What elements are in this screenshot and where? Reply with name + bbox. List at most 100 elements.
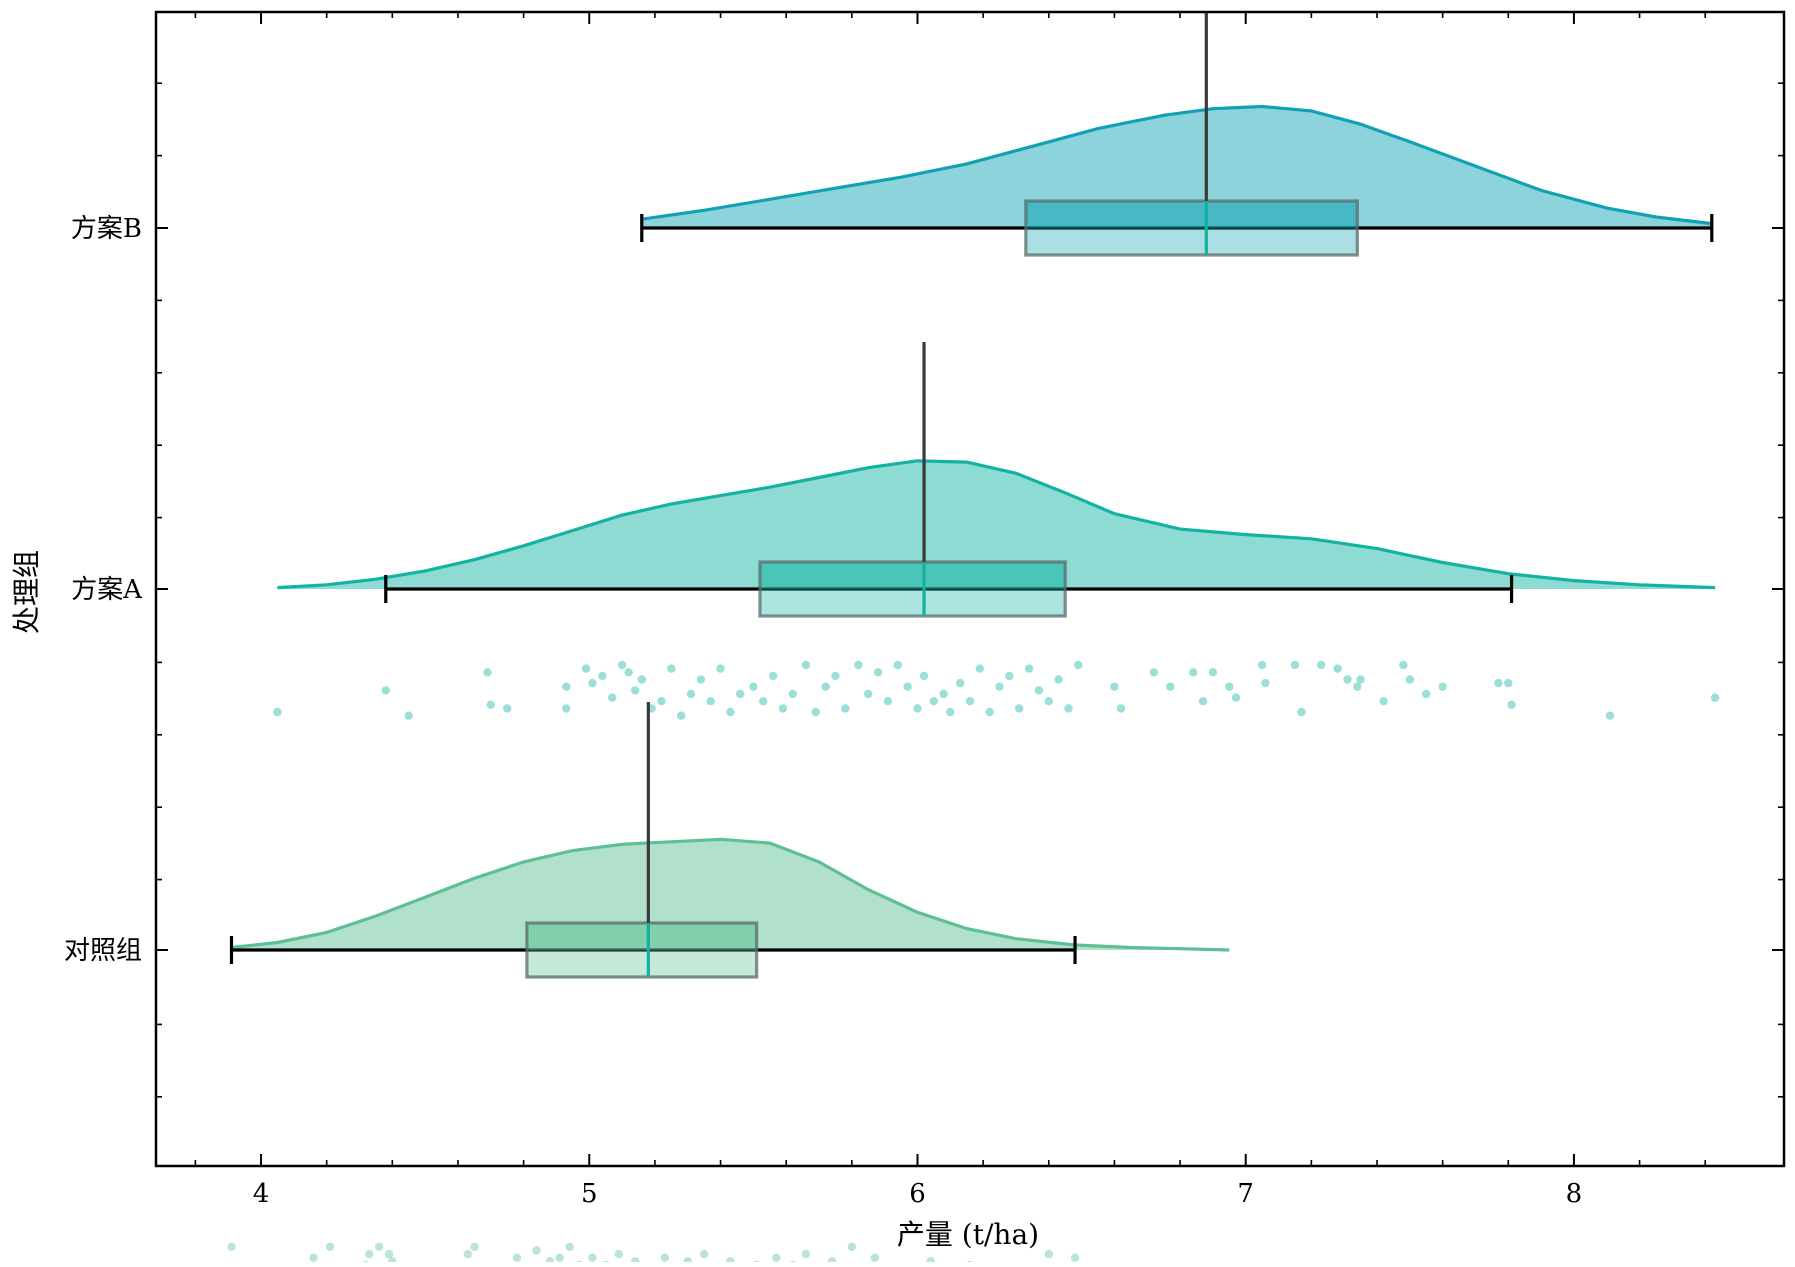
data-point-plan-a — [929, 697, 939, 706]
data-point-plan-a — [1405, 675, 1415, 684]
box-lower-control — [526, 950, 757, 977]
data-point-control — [1044, 1249, 1054, 1259]
density-outline-plan-a — [277, 459, 1716, 590]
data-point-plan-a — [1166, 682, 1175, 691]
density-area-plan-a — [277, 460, 1716, 589]
data-point-plan-a — [1343, 675, 1352, 684]
data-point-plan-a — [1399, 660, 1408, 670]
density-area-control — [231, 839, 1230, 950]
data-point-plan-a — [1317, 660, 1326, 670]
data-point-control — [726, 1257, 735, 1266]
axes-layer: 4 5 6 7 8 对照组 方案A 方案B — [64, 10, 1786, 1209]
data-point-control — [827, 1257, 837, 1266]
data-point-plan-a — [624, 668, 633, 677]
data-point-plan-a — [608, 693, 617, 702]
data-point-plan-a — [598, 671, 607, 681]
data-point-plan-a — [1208, 668, 1218, 677]
box-outline-plan-b — [1024, 199, 1359, 257]
data-point-plan-a — [1297, 707, 1306, 717]
data-point-plan-a — [946, 707, 955, 717]
x-tick-label: 8 — [1566, 1179, 1583, 1209]
data-point-plan-a — [588, 678, 597, 688]
data-point-control — [309, 1253, 318, 1262]
data-point-plan-a — [404, 711, 413, 720]
data-point-plan-a — [1044, 697, 1054, 706]
data-point-plan-a — [696, 675, 706, 684]
data-point-plan-a — [1710, 693, 1720, 702]
data-point-control — [926, 1257, 935, 1266]
data-point-plan-a — [788, 689, 797, 699]
data-point-plan-a — [726, 707, 735, 717]
box-layer — [229, 12, 1714, 979]
data-point-control — [532, 1246, 541, 1255]
data-point-plan-a — [1353, 682, 1362, 691]
data-point-plan-a — [956, 678, 965, 688]
data-point-plan-a — [1024, 664, 1034, 673]
data-point-plan-a — [939, 689, 948, 699]
data-point-plan-a — [778, 704, 788, 713]
data-point-plan-a — [995, 682, 1004, 691]
data-point-plan-a — [985, 707, 994, 717]
data-point-plan-a — [821, 682, 830, 691]
data-point-plan-a — [381, 686, 390, 695]
data-point-control — [470, 1242, 479, 1252]
data-point-control — [227, 1242, 236, 1252]
density-layer — [231, 104, 1716, 952]
data-point-plan-a — [873, 668, 883, 677]
data-point-plan-a — [811, 707, 820, 717]
data-point-plan-a — [1034, 686, 1044, 695]
data-point-plan-a — [1054, 675, 1063, 684]
data-point-plan-a — [1225, 682, 1234, 691]
data-point-plan-a — [1064, 704, 1073, 713]
data-point-plan-a — [503, 704, 512, 713]
data-point-plan-a — [1290, 660, 1300, 670]
data-point-control — [325, 1242, 335, 1252]
data-point-control — [699, 1249, 709, 1259]
density-area-plan-b — [641, 106, 1712, 228]
x-tick-label: 6 — [909, 1179, 926, 1209]
data-point-plan-a — [486, 700, 495, 709]
box-upper-control — [526, 923, 757, 950]
data-point-plan-a — [864, 689, 873, 699]
x-tick-label: 7 — [1237, 1179, 1254, 1209]
data-point-plan-a — [1257, 660, 1267, 670]
data-point-plan-a — [759, 697, 768, 706]
data-point-plan-a — [686, 689, 696, 699]
data-point-plan-a — [1494, 678, 1503, 688]
data-point-plan-a — [903, 682, 912, 691]
data-point-plan-a — [562, 682, 571, 691]
data-point-control — [512, 1253, 522, 1262]
data-point-plan-a — [581, 664, 591, 673]
box-outline-plan-a — [758, 560, 1067, 618]
data-point-plan-a — [913, 704, 922, 713]
density-outline-control — [231, 837, 1230, 952]
data-point-plan-a — [801, 660, 811, 670]
box-lower-plan-a — [759, 589, 1066, 616]
data-point-plan-a — [1438, 682, 1447, 691]
data-point-plan-a — [1110, 682, 1119, 691]
data-point-control — [772, 1253, 781, 1262]
data-point-plan-a — [736, 689, 745, 699]
data-point-control — [631, 1257, 640, 1266]
data-point-plan-a — [1379, 697, 1388, 706]
data-point-plan-a — [716, 664, 725, 673]
data-point-plan-a — [483, 668, 492, 677]
density-outline-plan-b — [641, 104, 1712, 226]
data-point-plan-a — [273, 707, 282, 717]
data-point-control — [384, 1249, 394, 1259]
data-point-plan-a — [1074, 660, 1083, 670]
y-tick-label: 方案B — [71, 214, 142, 244]
data-point-plan-a — [1605, 711, 1615, 720]
data-point-control — [565, 1242, 574, 1252]
data-point-control — [683, 1257, 692, 1266]
data-point-control — [870, 1253, 879, 1262]
y-axis-title: 处理组 — [10, 550, 43, 634]
data-point-plan-a — [831, 671, 840, 681]
x-tick-label: 5 — [581, 1179, 598, 1209]
data-point-control — [847, 1242, 856, 1252]
data-point-plan-a — [1422, 689, 1431, 699]
box-lower-plan-b — [1025, 228, 1358, 255]
data-point-plan-a — [631, 686, 640, 695]
